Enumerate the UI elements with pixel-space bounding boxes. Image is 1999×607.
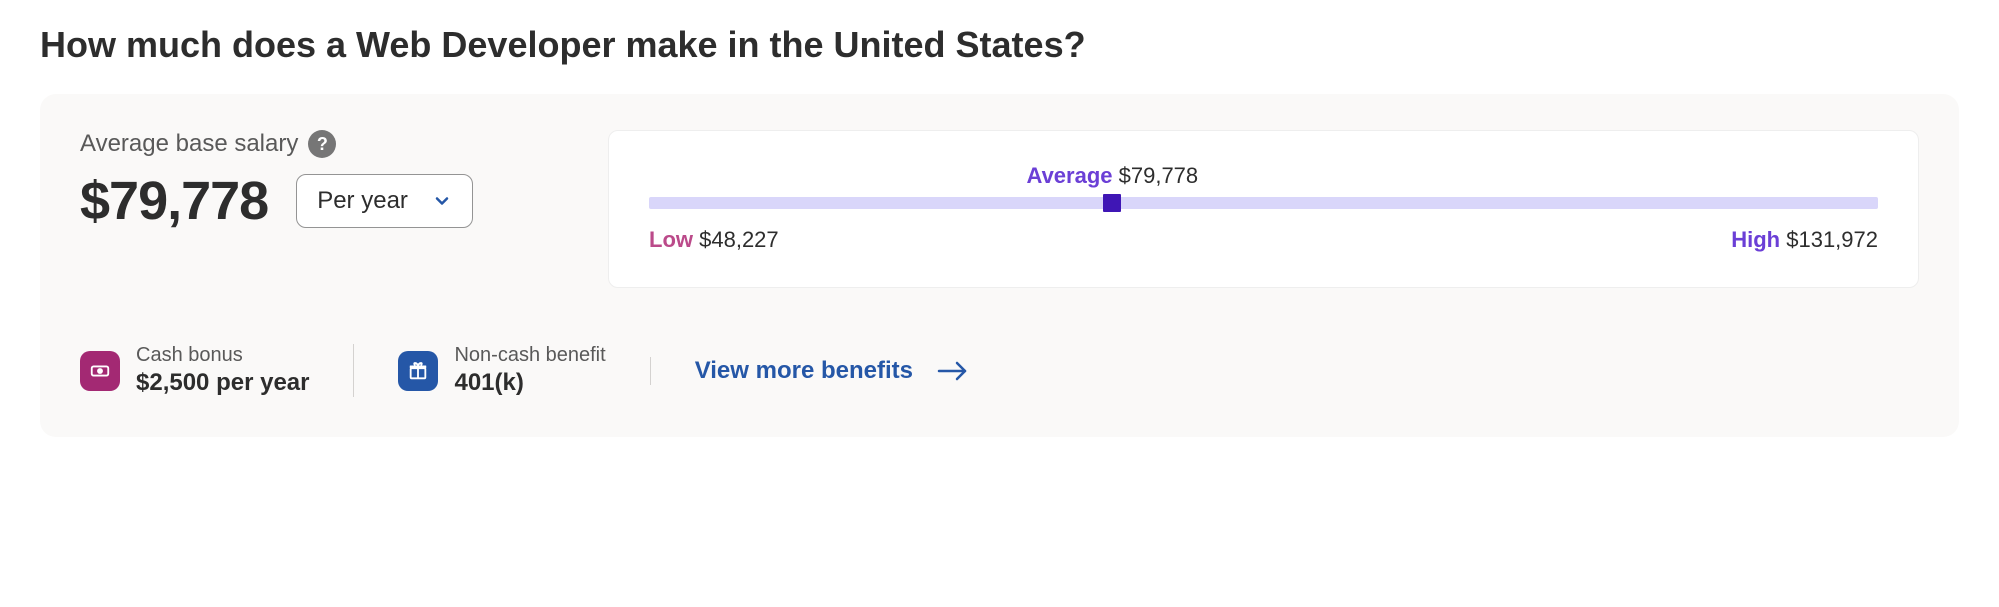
salary-range-panel: Average $79,778 Low $48,227 High $131,97… xyxy=(608,130,1919,288)
cash-bonus-value: $2,500 per year xyxy=(136,369,309,397)
range-high: High $131,972 xyxy=(1731,227,1878,253)
cash-bonus-label: Cash bonus xyxy=(136,344,309,367)
help-icon[interactable]: ? xyxy=(308,130,336,158)
salary-amount: $79,778 xyxy=(80,170,268,232)
range-high-label: High xyxy=(1731,227,1780,252)
cash-bonus: Cash bonus $2,500 per year xyxy=(80,344,353,397)
noncash-benefit-value: 401(k) xyxy=(454,369,605,397)
period-select[interactable]: Per year xyxy=(296,174,473,228)
range-track xyxy=(649,197,1878,209)
range-high-value: $131,972 xyxy=(1786,227,1878,252)
range-average-text: Average xyxy=(1026,163,1112,188)
arrow-right-icon xyxy=(937,359,969,383)
range-low-value: $48,227 xyxy=(699,227,779,252)
noncash-benefit: Non-cash benefit 401(k) xyxy=(353,344,649,397)
page-title: How much does a Web Developer make in th… xyxy=(40,24,1959,66)
chevron-down-icon xyxy=(432,191,452,211)
range-average-value: $79,778 xyxy=(1119,163,1199,188)
range-marker xyxy=(1103,194,1121,212)
range-low: Low $48,227 xyxy=(649,227,779,253)
view-more-benefits-label: View more benefits xyxy=(695,357,913,385)
view-more-benefits-link[interactable]: View more benefits xyxy=(650,357,969,385)
cash-icon xyxy=(80,351,120,391)
range-average-label: Average $79,778 xyxy=(1026,163,1198,189)
salary-card: Average base salary ? $79,778 Per year A… xyxy=(40,94,1959,437)
range-low-label: Low xyxy=(649,227,693,252)
avg-base-salary-label: Average base salary xyxy=(80,130,298,158)
noncash-benefit-label: Non-cash benefit xyxy=(454,344,605,367)
period-select-value: Per year xyxy=(317,187,408,215)
gift-icon xyxy=(398,351,438,391)
benefits-row: Cash bonus $2,500 per year Non-cash bene… xyxy=(80,344,1919,397)
